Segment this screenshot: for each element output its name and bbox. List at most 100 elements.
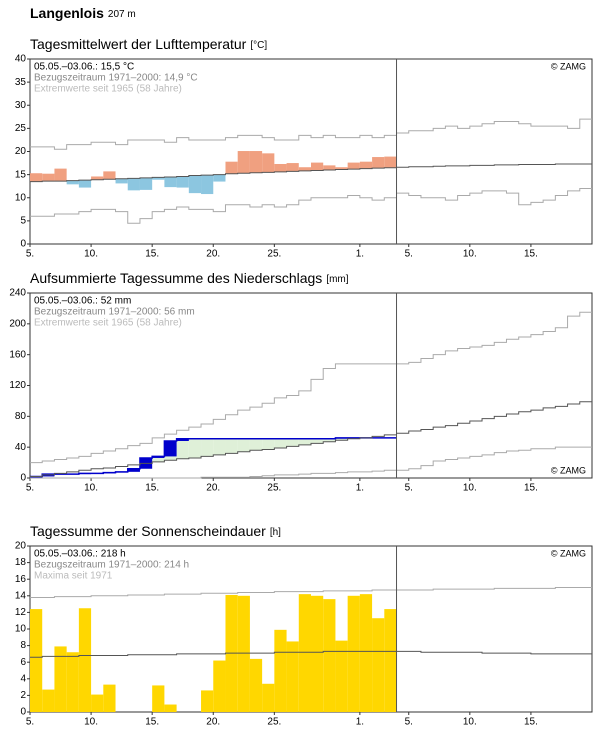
extremes-note: Extremwerte seit 1965 (58 Jahre) (34, 84, 182, 95)
bar (384, 609, 397, 712)
surplus-area (176, 438, 189, 459)
x-tick-label: 1. (356, 483, 364, 494)
daily-increment (127, 468, 140, 472)
title-unit: [°C] (250, 40, 267, 51)
x-tick-label: 10. (84, 483, 98, 494)
y-tick-label: 35 (15, 77, 27, 88)
x-tick-label: 5. (26, 483, 34, 494)
bar (274, 629, 287, 712)
x-tick-label: 10. (84, 717, 98, 728)
surplus-area (237, 438, 250, 452)
deviation-bar (78, 180, 92, 188)
extreme-line (30, 446, 592, 479)
bar (249, 658, 263, 712)
x-tick-label: 15. (524, 483, 538, 494)
credit: © ZAMG (551, 465, 586, 475)
deviation-bar (127, 178, 140, 191)
surplus-area (298, 438, 311, 445)
x-tick-label: 1. (356, 249, 364, 260)
y-tick-label: 240 (9, 288, 26, 299)
station: Langenlois (30, 5, 104, 21)
surplus-area (201, 438, 214, 457)
surplus-area (274, 438, 287, 448)
deviation-bar (359, 161, 373, 169)
bar (262, 683, 275, 712)
chart-title: Aufsummierte Tagessumme des Niederschlag… (30, 270, 349, 286)
bar (91, 694, 104, 712)
bar (213, 660, 226, 712)
bar (42, 689, 55, 712)
y-tick-label: 160 (9, 349, 26, 360)
bar (152, 685, 165, 712)
x-tick-label: 15. (145, 483, 159, 494)
daily-increment (30, 476, 43, 478)
daily-increment (176, 438, 189, 441)
extreme-line (30, 118, 592, 150)
surplus-area (225, 438, 238, 454)
summary: 05.05.–03.06.: 52 mm (34, 296, 131, 307)
y-tick-label: 120 (9, 380, 26, 391)
y-tick-label: 0 (20, 239, 26, 250)
credit: © ZAMG (551, 548, 586, 558)
deviation-bar (66, 180, 79, 185)
x-tick-label: 20. (206, 483, 220, 494)
bar (30, 609, 43, 712)
y-tick-label: 2 (20, 690, 26, 701)
bar (66, 652, 79, 712)
x-tick-label: 15. (145, 249, 159, 260)
deviation-bar (176, 176, 189, 188)
x-tick-label: 10. (463, 717, 477, 728)
y-tick-label: 30 (15, 100, 27, 111)
deviation-bar (311, 162, 324, 171)
bar (164, 704, 177, 712)
title-text: Aufsummierte Tagessumme des Niederschlag… (30, 270, 322, 286)
surplus-area (249, 438, 263, 451)
deviation-bar (372, 157, 385, 169)
bar (103, 684, 116, 712)
bar (298, 594, 311, 712)
reference: Bezugszeitraum 1971–2000: 56 mm (34, 307, 195, 318)
y-tick-label: 0 (20, 707, 26, 718)
header: Langenlois 207 m (30, 5, 136, 21)
x-tick-label: 5. (405, 717, 413, 728)
deviation-bar (335, 167, 348, 170)
normal-line (30, 401, 592, 477)
deviation-bar (225, 161, 238, 174)
y-tick-label: 0 (20, 473, 26, 484)
bar (286, 641, 299, 712)
y-tick-label: 200 (9, 318, 26, 329)
daily-increment (152, 456, 165, 458)
y-tick-label: 14 (15, 590, 27, 601)
credit: © ZAMG (551, 61, 586, 71)
surplus-area (188, 438, 202, 458)
title-unit: [mm] (326, 274, 348, 285)
x-tick-label: 20. (206, 717, 220, 728)
surplus-area (286, 438, 299, 447)
bar (237, 595, 250, 712)
surplus-area (213, 438, 226, 455)
title-text: Tagesmittelwert der Lufttemperatur (30, 36, 247, 52)
bar (78, 608, 92, 712)
deviation-bar (42, 173, 55, 182)
y-tick-label: 5 (20, 216, 26, 227)
extreme-line (30, 311, 592, 464)
deviation-bar (274, 163, 287, 172)
bar (347, 595, 360, 712)
plot-area (29, 58, 593, 245)
deviation-bar (152, 177, 165, 180)
deviation-bar (384, 156, 397, 168)
x-tick-label: 5. (405, 483, 413, 494)
y-tick-label: 16 (15, 574, 27, 585)
bar (201, 690, 214, 712)
extremes-note: Extremwerte seit 1965 (58 Jahre) (34, 318, 182, 329)
x-tick-label: 5. (26, 249, 34, 260)
surplus-area (152, 456, 165, 462)
x-tick-label: 10. (463, 483, 477, 494)
title-text: Tagessumme der Sonnenscheindauer (30, 523, 266, 539)
daily-increment (164, 441, 177, 457)
deviation-bar (30, 173, 43, 182)
reference: Bezugszeitraum 1971–2000: 14,9 °C (34, 73, 198, 84)
extremes-note: Maxima seit 1971 (34, 571, 113, 582)
surplus-area (323, 438, 336, 442)
